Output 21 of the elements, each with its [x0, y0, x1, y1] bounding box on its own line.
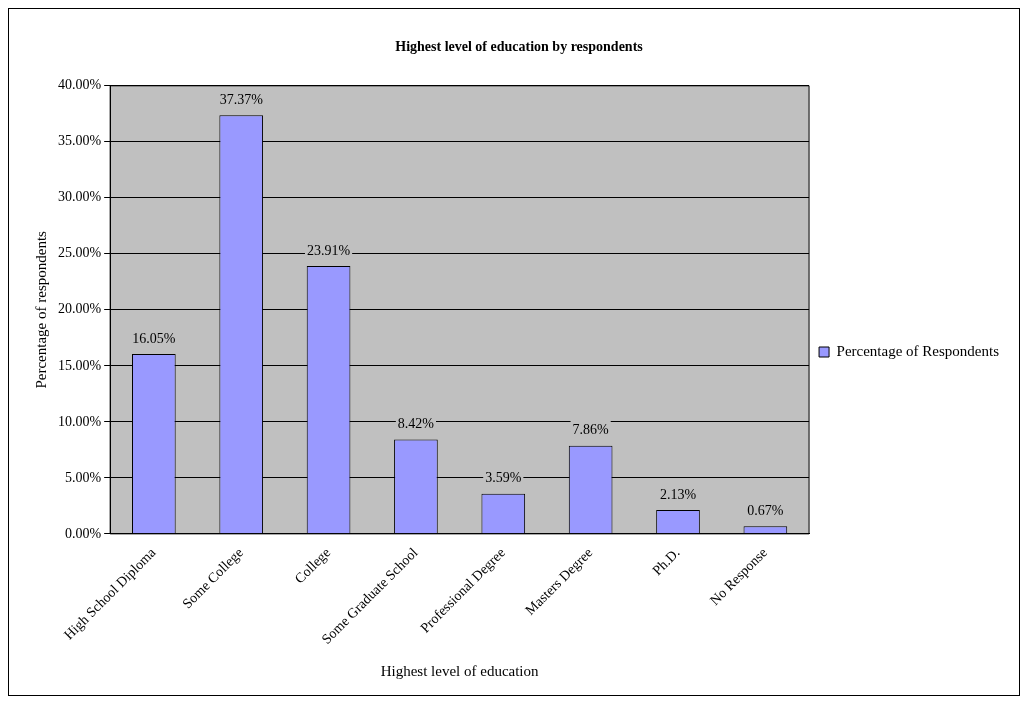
y-tick-label: 15.00% — [57, 357, 102, 373]
y-tick-label: 10.00% — [57, 413, 102, 429]
data-label: 16.05% — [132, 330, 176, 346]
legend-label: Percentage of Respondents — [836, 342, 1000, 359]
data-label: 0.67% — [747, 503, 784, 519]
data-label: 3.59% — [485, 470, 522, 486]
y-tick-label: 40.00% — [57, 77, 102, 93]
y-tick-label: 25.00% — [57, 245, 102, 261]
y-tick-label: 35.00% — [57, 133, 102, 149]
chart-title: Highest level of education by respondents — [395, 39, 644, 55]
y-tick-label: 0.00% — [64, 525, 102, 541]
data-label: 37.37% — [219, 91, 264, 107]
x-axis-title: Highest level of education — [380, 662, 540, 679]
data-label: 7.86% — [572, 422, 610, 438]
data-label: 23.91% — [306, 242, 351, 258]
data-label: 2.13% — [659, 486, 697, 502]
y-tick-label: 20.00% — [57, 301, 102, 317]
data-label: 8.42% — [397, 416, 435, 432]
y-tick-label: 30.00% — [57, 189, 102, 205]
y-axis-title: Percentage of respondents — [32, 230, 49, 389]
y-tick-label: 5.00% — [64, 469, 102, 485]
